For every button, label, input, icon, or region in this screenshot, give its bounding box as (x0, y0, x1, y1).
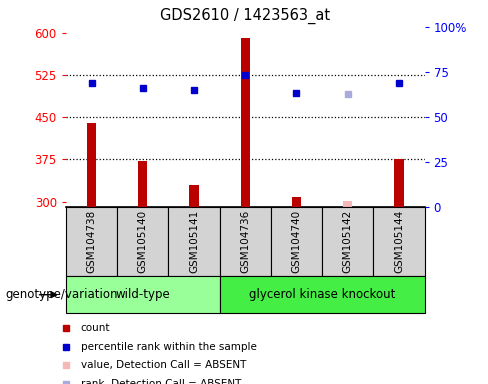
Text: count: count (81, 323, 110, 333)
Text: GSM105144: GSM105144 (394, 209, 404, 273)
Title: GDS2610 / 1423563_at: GDS2610 / 1423563_at (160, 8, 330, 24)
Text: rank, Detection Call = ABSENT: rank, Detection Call = ABSENT (81, 379, 241, 384)
Bar (66, 276, 220, 313)
Text: glycerol kinase knockout: glycerol kinase knockout (249, 288, 395, 301)
Bar (87, 123, 96, 207)
Bar (241, 38, 250, 207)
Bar (117, 207, 168, 276)
Text: GSM104740: GSM104740 (291, 209, 302, 273)
Bar (271, 207, 322, 276)
Bar (343, 200, 352, 207)
Bar (292, 197, 301, 207)
Text: GSM104738: GSM104738 (86, 209, 97, 273)
Text: value, Detection Call = ABSENT: value, Detection Call = ABSENT (81, 360, 246, 370)
Text: GSM105141: GSM105141 (189, 209, 199, 273)
Bar (189, 185, 199, 207)
Bar (138, 161, 147, 207)
Bar (220, 276, 425, 313)
Bar (394, 159, 404, 207)
Text: genotype/variation: genotype/variation (5, 288, 118, 301)
Text: GSM105140: GSM105140 (138, 209, 148, 273)
Text: GSM104736: GSM104736 (240, 209, 250, 273)
Bar (220, 207, 271, 276)
Text: percentile rank within the sample: percentile rank within the sample (81, 342, 256, 352)
Bar (322, 207, 373, 276)
Bar (168, 207, 220, 276)
Bar (66, 207, 117, 276)
Text: wild-type: wild-type (115, 288, 170, 301)
Text: GSM105142: GSM105142 (343, 209, 353, 273)
Bar (373, 207, 425, 276)
